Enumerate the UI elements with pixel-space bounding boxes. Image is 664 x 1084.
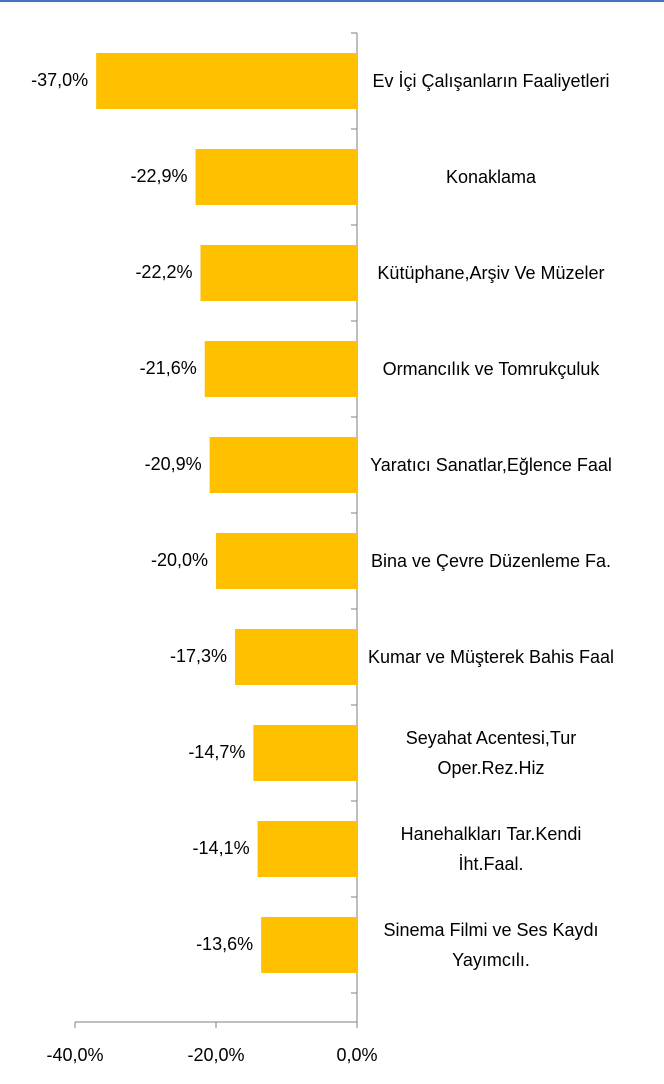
bar bbox=[96, 53, 358, 109]
category-label: Bina ve Çevre Düzenleme Fa. bbox=[370, 551, 612, 571]
top-border bbox=[0, 0, 664, 2]
bar bbox=[253, 725, 357, 781]
value-label: -22,9% bbox=[131, 166, 188, 186]
bar bbox=[204, 341, 357, 397]
value-label: -22,2% bbox=[135, 262, 192, 282]
category-label: Hanehalkları Tar.Kendi İht.Faal. bbox=[400, 824, 582, 874]
bar bbox=[257, 821, 357, 877]
category-label: Konaklama bbox=[445, 167, 537, 187]
category-label: Yaratıcı Sanatlar,Eğlence Faal bbox=[370, 455, 612, 475]
value-label: -14,7% bbox=[188, 742, 245, 762]
x-tick-label: -20,0% bbox=[187, 1045, 244, 1065]
value-label: -14,1% bbox=[193, 838, 250, 858]
x-tick-label: 0,0% bbox=[336, 1045, 377, 1065]
value-label: -17,3% bbox=[170, 646, 227, 666]
bar bbox=[216, 533, 357, 589]
category-label: Ormancılık ve Tomrukçuluk bbox=[382, 359, 600, 379]
value-label: -20,0% bbox=[151, 550, 208, 570]
x-tick-label: -40,0% bbox=[46, 1045, 103, 1065]
category-label: Kütüphane,Arşiv Ve Müzeler bbox=[377, 263, 605, 283]
value-label: -20,9% bbox=[145, 454, 202, 474]
bar bbox=[195, 149, 357, 205]
bar bbox=[235, 629, 357, 685]
category-label: Seyahat Acentesi,Tur Oper.Rez.Hiz bbox=[405, 728, 577, 778]
category-label: Sinema Filmi ve Ses Kaydı Yayımcılı. bbox=[383, 920, 599, 970]
value-label: -13,6% bbox=[196, 934, 253, 954]
category-label: Ev İçi Çalışanların Faaliyetleri bbox=[372, 71, 610, 91]
bar bbox=[200, 245, 357, 301]
bar bbox=[209, 437, 357, 493]
value-label: -37,0% bbox=[31, 70, 88, 90]
bar bbox=[261, 917, 357, 973]
category-label: Kumar ve Müşterek Bahis Faal bbox=[367, 647, 615, 667]
value-label: -21,6% bbox=[140, 358, 197, 378]
